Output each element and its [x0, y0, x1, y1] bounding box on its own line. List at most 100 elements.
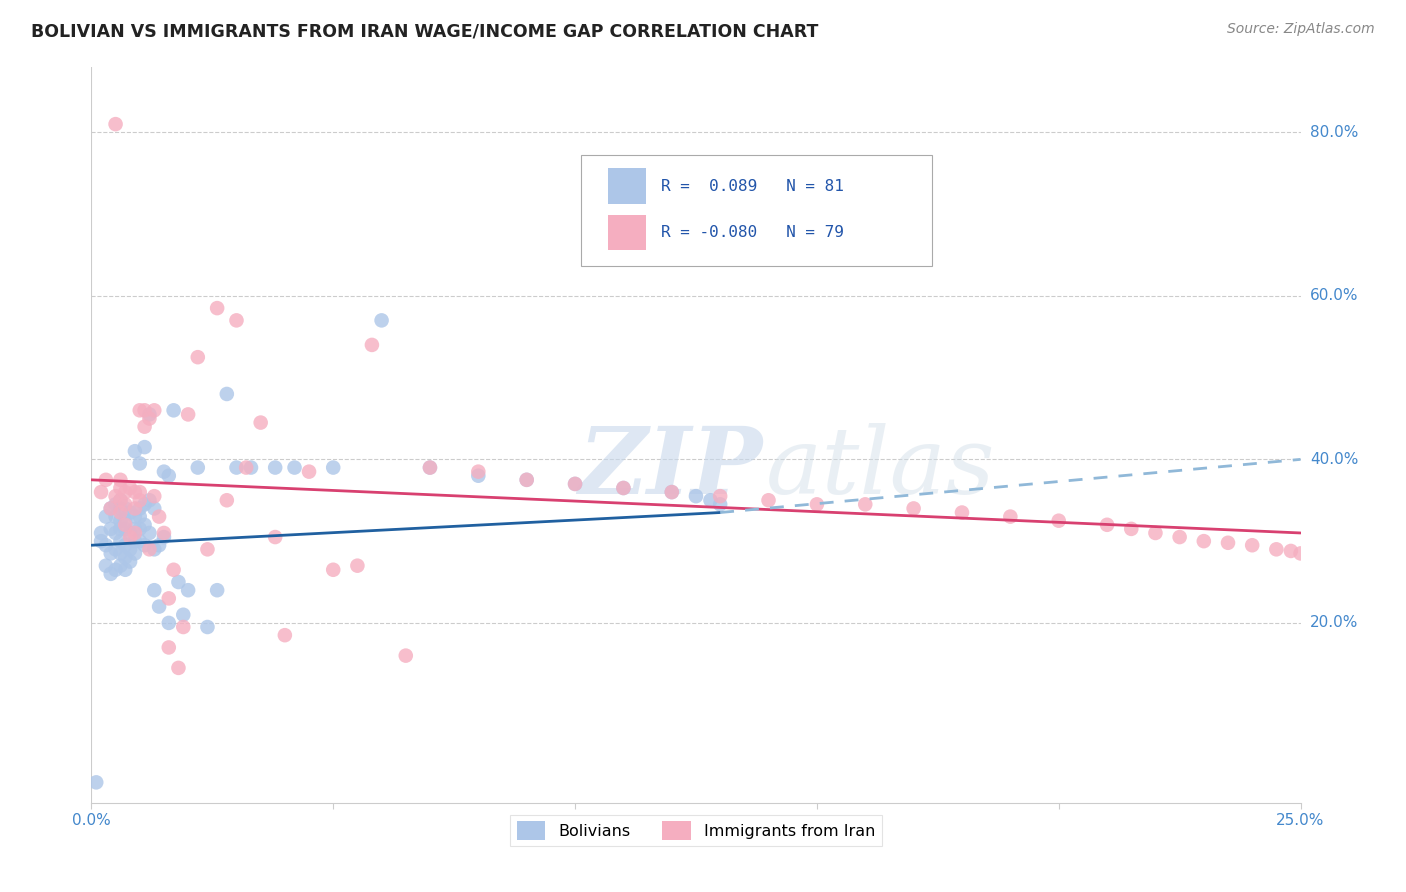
Point: [298, 465, 321, 479]
Point: [225, 313, 247, 327]
Point: [1329, 552, 1351, 566]
Text: R = -0.080   N = 79: R = -0.080 N = 79: [661, 225, 844, 240]
Point: [283, 460, 305, 475]
Point: [104, 563, 127, 577]
Legend: Bolivians, Immigrants from Iran: Bolivians, Immigrants from Iran: [510, 815, 882, 847]
Point: [104, 542, 127, 557]
Point: [661, 485, 683, 500]
Point: [110, 506, 132, 520]
Point: [124, 534, 146, 549]
Point: [128, 534, 150, 549]
Point: [853, 497, 876, 511]
Point: [110, 558, 132, 573]
Point: [1279, 544, 1302, 558]
Point: [138, 408, 160, 422]
Point: [153, 530, 176, 544]
Point: [661, 485, 683, 500]
Point: [1265, 542, 1288, 557]
Point: [94, 558, 117, 573]
Point: [114, 517, 136, 532]
Point: [419, 460, 441, 475]
Text: R =  0.089   N = 81: R = 0.089 N = 81: [661, 178, 844, 194]
Point: [172, 607, 194, 622]
Point: [612, 481, 634, 495]
Point: [114, 522, 136, 536]
Point: [467, 468, 489, 483]
Point: [110, 522, 132, 536]
Point: [120, 506, 142, 520]
Point: [143, 501, 166, 516]
Point: [114, 538, 136, 552]
Point: [110, 501, 132, 516]
Point: [128, 457, 150, 471]
Text: 20.0%: 20.0%: [1310, 615, 1358, 631]
Point: [100, 566, 122, 581]
Point: [1299, 548, 1322, 562]
Point: [1241, 538, 1264, 552]
Point: [215, 493, 238, 508]
Point: [1144, 525, 1167, 540]
Point: [197, 542, 219, 557]
Point: [516, 473, 538, 487]
Point: [903, 501, 925, 516]
Point: [143, 489, 166, 503]
Point: [1047, 514, 1070, 528]
Point: [128, 403, 150, 417]
Point: [419, 460, 441, 475]
Point: [143, 583, 166, 598]
Point: [148, 599, 170, 614]
Point: [1376, 560, 1399, 574]
Point: [124, 444, 146, 458]
Point: [120, 525, 142, 540]
Point: [215, 387, 238, 401]
Point: [806, 497, 828, 511]
Point: [564, 476, 586, 491]
Point: [1347, 557, 1369, 571]
Point: [104, 117, 127, 131]
Point: [124, 546, 146, 560]
Point: [162, 563, 184, 577]
Point: [157, 640, 180, 655]
Point: [1095, 517, 1118, 532]
Point: [1192, 534, 1215, 549]
Point: [264, 530, 287, 544]
Point: [120, 542, 142, 557]
Point: [148, 538, 170, 552]
Point: [1216, 535, 1239, 549]
Point: [114, 497, 136, 511]
Text: 80.0%: 80.0%: [1310, 125, 1358, 140]
Point: [1362, 558, 1385, 573]
Point: [110, 546, 132, 560]
Point: [361, 338, 384, 352]
Point: [1168, 530, 1191, 544]
Point: [94, 473, 117, 487]
Point: [120, 481, 142, 495]
Point: [143, 542, 166, 557]
Point: [90, 534, 112, 549]
Text: ZIP: ZIP: [578, 423, 762, 513]
Point: [134, 419, 156, 434]
Point: [157, 468, 180, 483]
Point: [153, 525, 176, 540]
Text: 40.0%: 40.0%: [1310, 452, 1358, 467]
Point: [138, 542, 160, 557]
Point: [90, 485, 112, 500]
Point: [94, 509, 117, 524]
Point: [90, 525, 112, 540]
Point: [110, 473, 132, 487]
Point: [110, 493, 132, 508]
Point: [322, 563, 344, 577]
Text: 60.0%: 60.0%: [1310, 288, 1358, 303]
Bar: [607, 169, 647, 203]
Point: [685, 489, 707, 503]
Point: [110, 481, 132, 495]
Point: [564, 476, 586, 491]
Point: [114, 563, 136, 577]
Point: [138, 493, 160, 508]
Point: [128, 501, 150, 516]
Point: [157, 615, 180, 630]
Point: [110, 514, 132, 528]
Point: [138, 411, 160, 425]
FancyBboxPatch shape: [581, 155, 932, 266]
Point: [187, 350, 209, 364]
